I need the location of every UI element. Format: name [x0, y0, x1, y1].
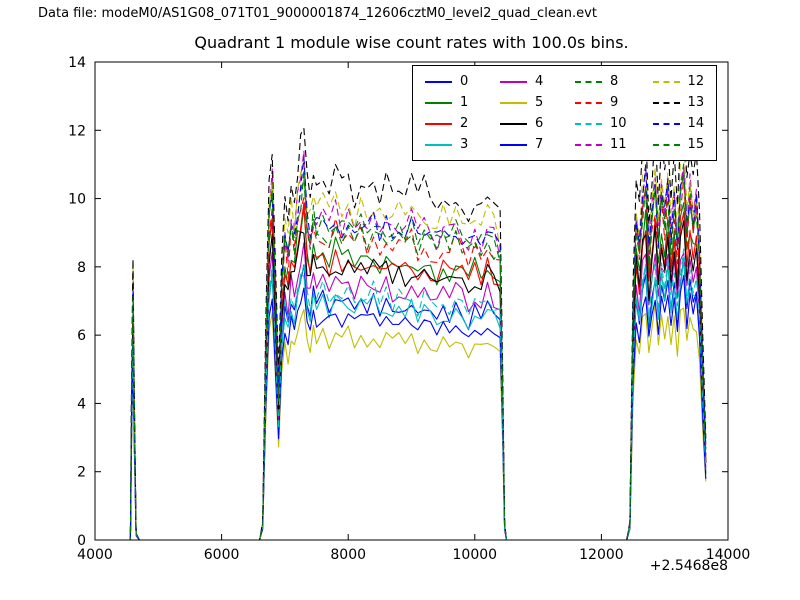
legend-line-sample-15 — [652, 143, 680, 146]
series-line-7 — [126, 274, 707, 540]
axes-frame — [94, 61, 729, 541]
legend-label-0: 0 — [460, 74, 469, 89]
legend-label-5: 5 — [535, 95, 544, 110]
series-line-15 — [126, 169, 707, 540]
legend-label-10: 10 — [610, 116, 627, 131]
legend-line-sample-1 — [425, 101, 452, 104]
legend-item-3: 3 — [425, 137, 474, 152]
series-lines — [126, 122, 707, 540]
legend-line-sample-10 — [575, 122, 602, 125]
legend-item-0: 0 — [425, 74, 474, 89]
series-line-3 — [126, 257, 707, 540]
series-line-1 — [126, 202, 707, 540]
legend-label-1: 1 — [460, 95, 469, 110]
legend-label-4: 4 — [535, 74, 544, 89]
legend-item-6: 6 — [500, 116, 549, 131]
legend-label-15: 15 — [687, 137, 705, 152]
legend-line-sample-6 — [500, 122, 527, 125]
legend-item-7: 7 — [500, 137, 549, 152]
legend-item-2: 2 — [425, 116, 474, 131]
legend-line-sample-5 — [500, 101, 527, 104]
legend-label-12: 12 — [687, 74, 705, 89]
series-line-9 — [126, 176, 707, 540]
legend-item-4: 4 — [500, 74, 549, 89]
legend-line-sample-12 — [652, 80, 680, 83]
legend-item-14: 14 — [652, 116, 705, 131]
legend-label-11: 11 — [610, 137, 627, 152]
legend-item-1: 1 — [425, 95, 474, 110]
legend-label-7: 7 — [535, 137, 544, 152]
series-line-10 — [126, 248, 707, 540]
series-line-5 — [126, 303, 707, 540]
legend-line-sample-9 — [575, 101, 602, 104]
series-line-0 — [126, 257, 707, 540]
legend-label-13: 13 — [687, 95, 705, 110]
legend-line-sample-13 — [652, 101, 680, 104]
x-tick-label: 14000 — [706, 547, 751, 563]
legend-item-9: 9 — [575, 95, 627, 110]
legend-line-sample-0 — [425, 80, 452, 83]
series-line-2 — [126, 202, 707, 540]
legend-item-8: 8 — [575, 74, 627, 89]
y-tick-label: 10 — [68, 192, 86, 208]
series-line-6 — [126, 220, 707, 540]
y-tick-label: 6 — [77, 328, 86, 344]
series-line-11 — [126, 150, 707, 540]
legend-item-13: 13 — [652, 95, 705, 110]
x-tick-label: 10000 — [453, 547, 498, 563]
x-axis-offset-label: +2.5468e8 — [649, 558, 728, 574]
x-tick-label: 4000 — [77, 547, 113, 563]
legend-line-sample-2 — [425, 122, 452, 125]
legend-line-sample-11 — [575, 143, 602, 146]
legend-line-sample-14 — [652, 122, 680, 125]
legend-label-8: 8 — [610, 74, 619, 89]
legend-label-14: 14 — [687, 116, 705, 131]
legend-label-3: 3 — [460, 137, 469, 152]
y-tick-label: 0 — [77, 533, 86, 549]
legend-item-15: 15 — [652, 137, 705, 152]
chart-title: Quadrant 1 module wise count rates with … — [194, 33, 629, 52]
legend-label-2: 2 — [460, 116, 469, 131]
legend: 0 1 2 3 4 5 6 7 8 9 10 11 12 13 14 15 — [412, 65, 718, 161]
series-line-12 — [126, 135, 707, 540]
x-tick-label: 6000 — [204, 547, 240, 563]
y-tick-label: 2 — [77, 465, 86, 481]
series-line-14 — [126, 157, 707, 540]
legend-line-sample-3 — [425, 143, 452, 146]
legend-label-6: 6 — [535, 116, 544, 131]
legend-line-sample-8 — [575, 80, 602, 83]
legend-item-11: 11 — [575, 137, 627, 152]
y-tick-label: 14 — [68, 55, 86, 71]
y-tick-label: 4 — [77, 396, 86, 412]
data-file-label: Data file: modeM0/AS1G08_071T01_90000018… — [38, 6, 597, 21]
legend-item-5: 5 — [500, 95, 549, 110]
legend-line-sample-4 — [500, 80, 527, 83]
x-tick-label: 12000 — [579, 547, 624, 563]
x-tick-label: 8000 — [330, 547, 366, 563]
legend-item-10: 10 — [575, 116, 627, 131]
series-line-4 — [126, 242, 707, 540]
legend-line-sample-7 — [500, 143, 527, 146]
legend-label-9: 9 — [610, 95, 619, 110]
series-line-8 — [126, 163, 707, 540]
y-tick-label: 12 — [68, 123, 86, 139]
y-tick-label: 8 — [77, 260, 86, 276]
series-line-13 — [126, 122, 707, 540]
legend-item-12: 12 — [652, 74, 705, 89]
